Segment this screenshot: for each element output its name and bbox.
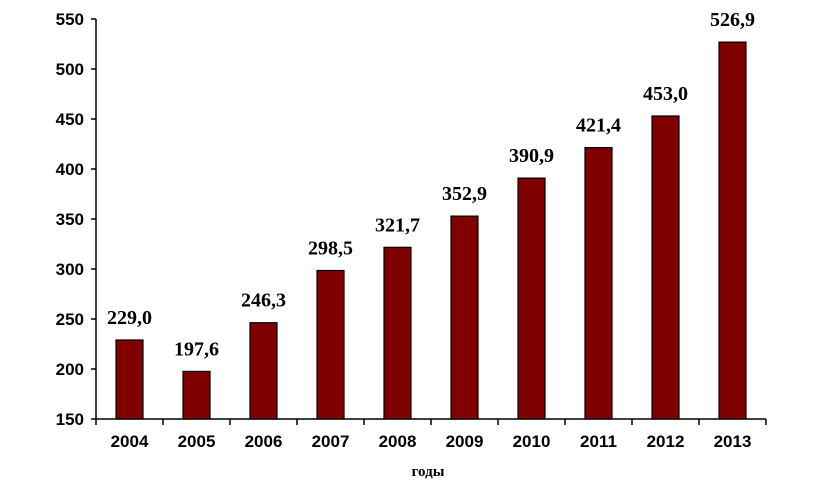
data-label: 526,9 xyxy=(710,9,755,31)
axes: 150 200 250 300 350 400 450 500 550 2004 2005 2006 2… xyxy=(56,10,767,451)
bar xyxy=(182,370,211,420)
y-tick-label: 200 xyxy=(56,360,84,379)
bar xyxy=(517,177,546,420)
y-tick-label: 550 xyxy=(56,10,84,29)
y-tick-label: 500 xyxy=(56,60,84,79)
bars xyxy=(115,41,747,420)
bar xyxy=(718,41,747,420)
data-label: 229,0 xyxy=(107,307,152,329)
y-tick-label: 350 xyxy=(56,210,84,229)
data-label: 246,3 xyxy=(241,290,286,312)
data-labels: 229,0 197,6 246,3 298,5 321,7 352,9 390,9 421,4… xyxy=(107,9,755,360)
data-label: 197,6 xyxy=(174,338,219,360)
x-tick-label: 2010 xyxy=(513,432,551,451)
bar xyxy=(115,339,144,420)
data-label: 352,9 xyxy=(442,183,487,205)
x-tick-label: 2011 xyxy=(580,432,617,451)
x-tick-label: 2004 xyxy=(111,432,149,451)
x-tick-label: 2005 xyxy=(178,432,216,451)
x-tick-label: 2008 xyxy=(379,432,417,451)
bar xyxy=(249,322,278,420)
data-label: 321,7 xyxy=(375,214,420,236)
data-label: 390,9 xyxy=(509,145,554,167)
data-label: 298,5 xyxy=(308,238,353,260)
y-tick-label: 150 xyxy=(56,410,84,429)
bar xyxy=(450,215,479,420)
y-tick-label: 450 xyxy=(56,110,84,129)
y-tick-label: 400 xyxy=(56,160,84,179)
x-tick-label: 2013 xyxy=(714,432,752,451)
data-label: 453,0 xyxy=(643,83,688,105)
bar xyxy=(584,147,613,420)
x-tick-label: 2007 xyxy=(312,432,350,451)
x-tick-label: 2009 xyxy=(446,432,484,451)
bar xyxy=(383,246,412,420)
x-axis-label: годы xyxy=(412,464,445,480)
data-label: 421,4 xyxy=(576,115,621,137)
x-tick-label: 2006 xyxy=(245,432,283,451)
y-tick-label: 250 xyxy=(56,310,84,329)
bar xyxy=(651,115,680,420)
y-tick-label: 300 xyxy=(56,260,84,279)
x-tick-label: 2012 xyxy=(647,432,685,451)
bar xyxy=(316,269,345,420)
